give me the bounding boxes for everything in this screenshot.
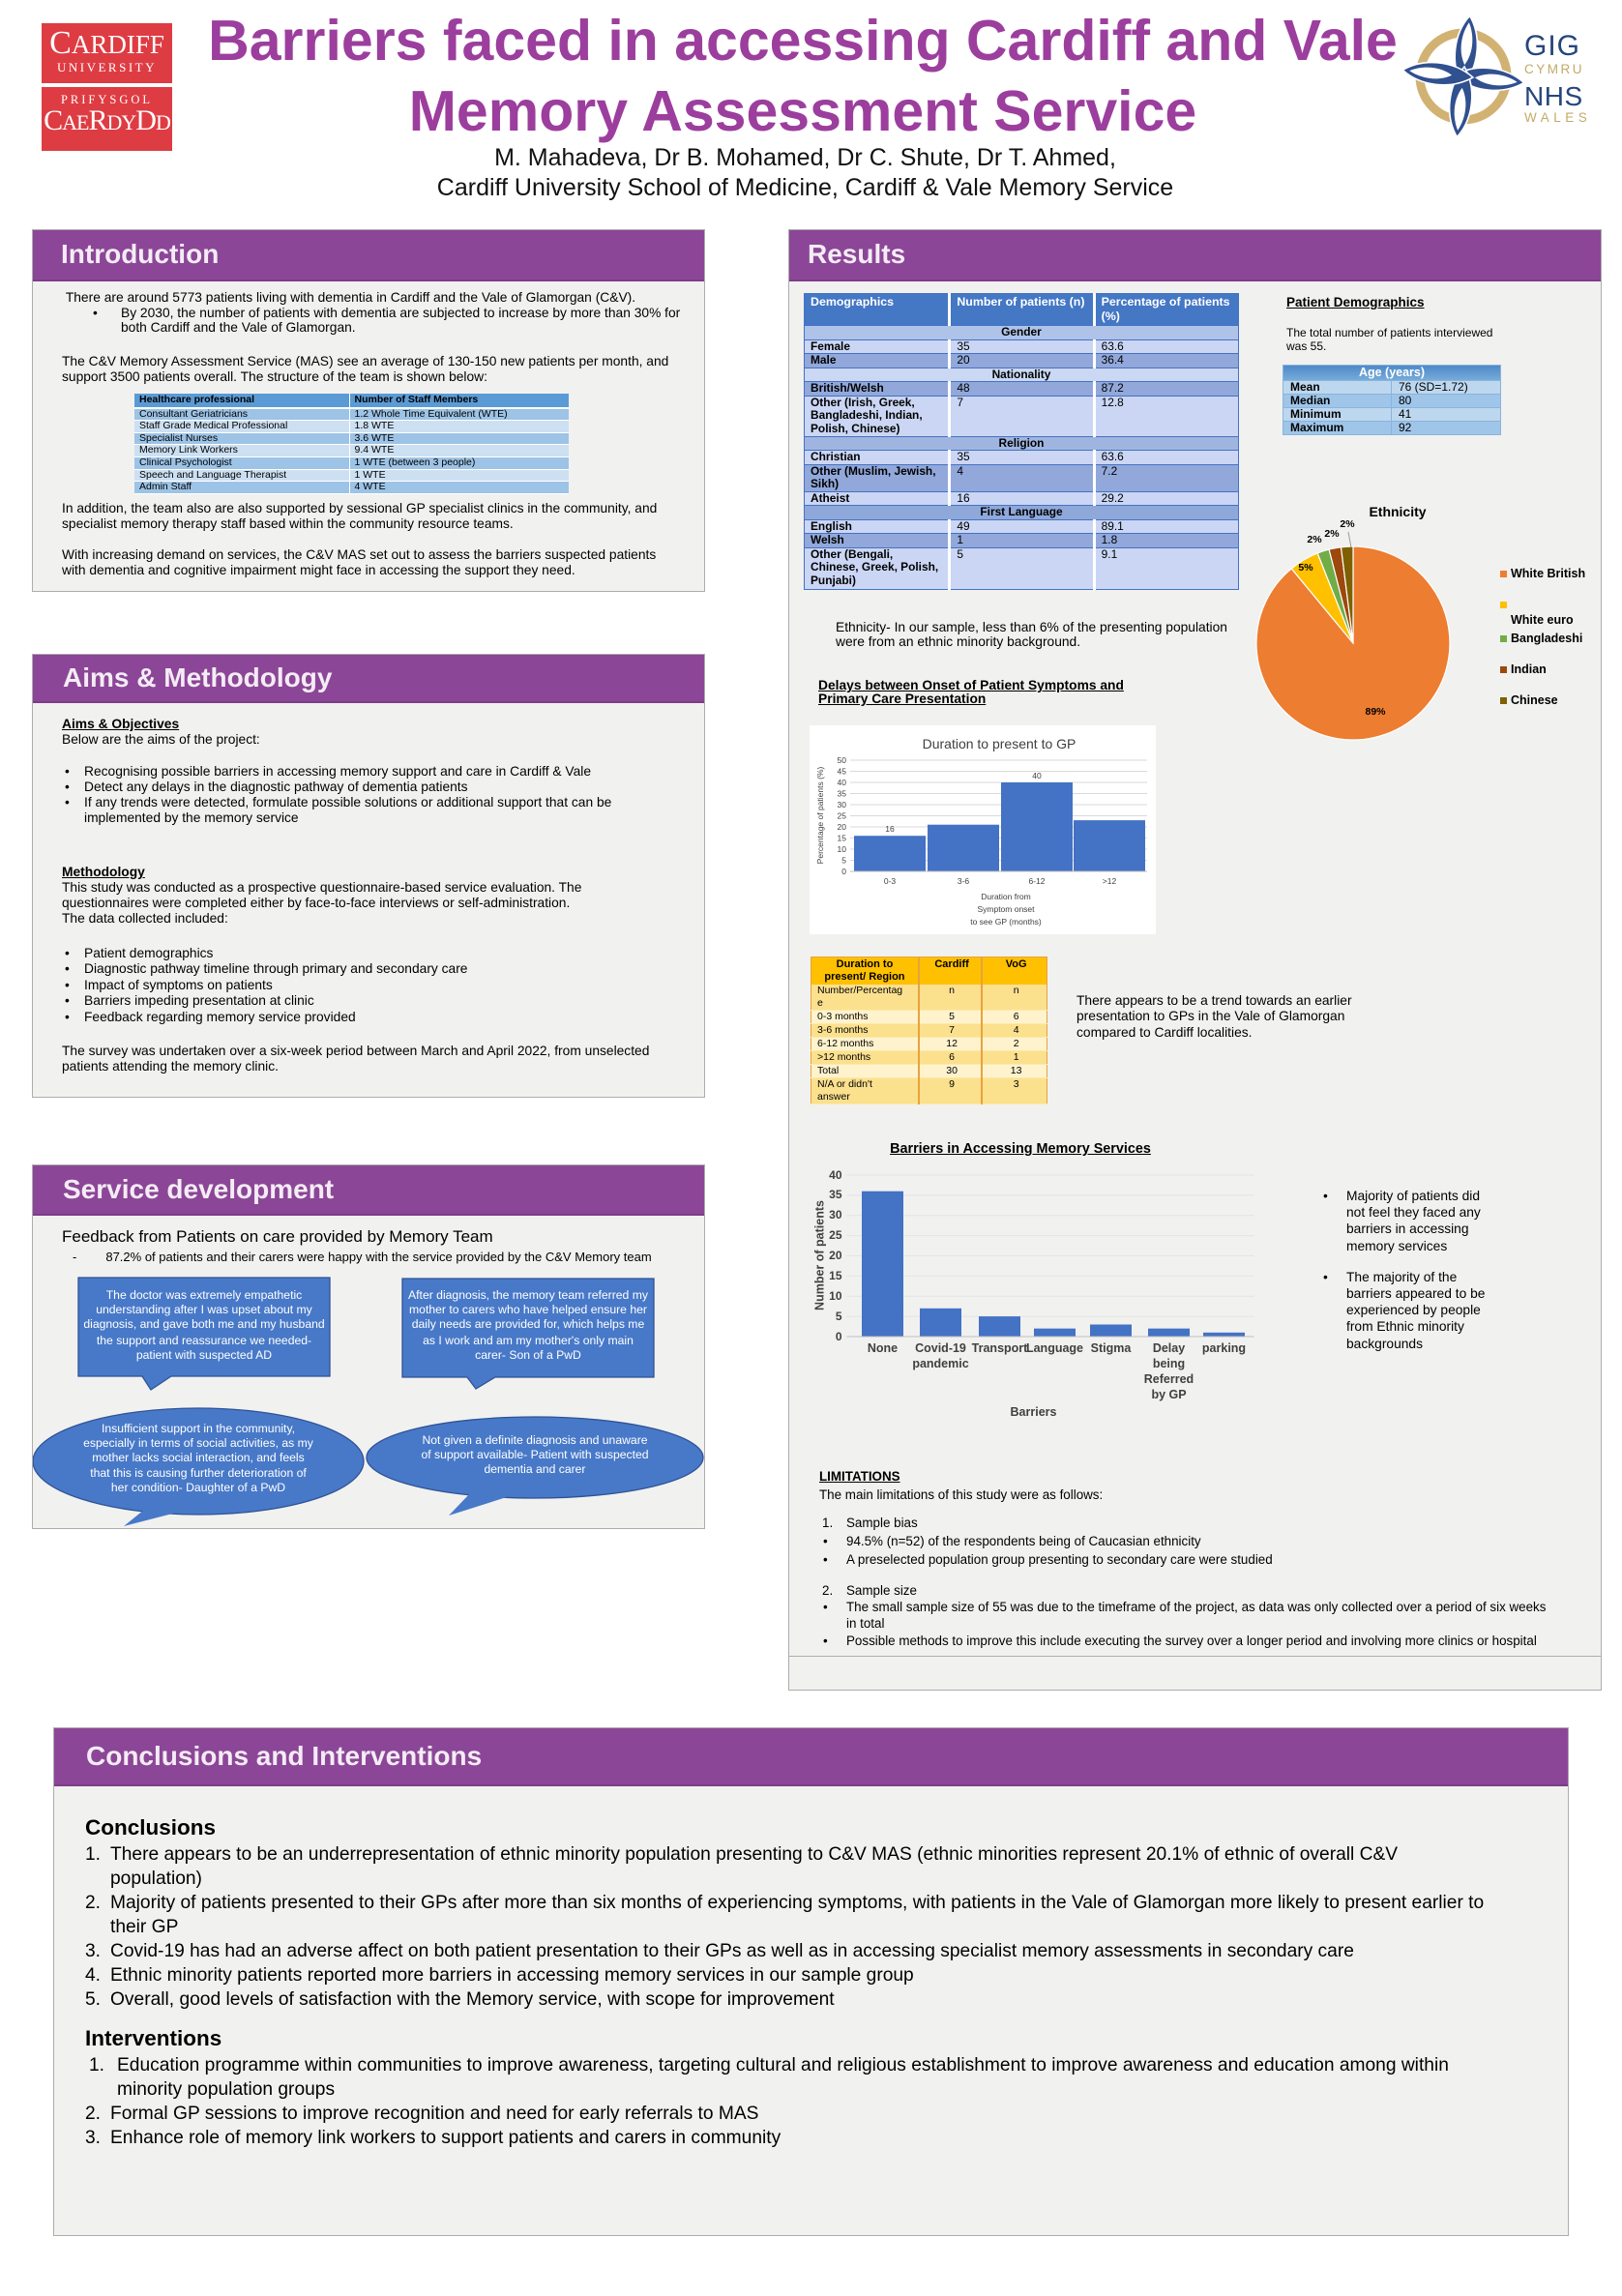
svg-text:GIG: GIG xyxy=(1524,30,1580,62)
svg-text:40: 40 xyxy=(838,778,847,787)
svg-text:25: 25 xyxy=(838,811,847,821)
svg-text:0-3: 0-3 xyxy=(884,876,897,886)
svg-text:50: 50 xyxy=(838,755,847,765)
svg-text:30: 30 xyxy=(829,1208,842,1222)
svg-text:2%: 2% xyxy=(1340,518,1355,530)
svg-text:as I work and am my mother's o: as I work and am my mother's only main xyxy=(423,1334,634,1347)
svg-text:NHS: NHS xyxy=(1524,81,1583,111)
svg-text:45: 45 xyxy=(838,767,847,777)
svg-text:None: None xyxy=(868,1341,898,1355)
svg-text:understanding after I was upse: understanding after I was upset about my xyxy=(96,1303,312,1316)
svg-text:30: 30 xyxy=(838,800,847,809)
svg-text:5: 5 xyxy=(836,1310,842,1323)
svg-text:0: 0 xyxy=(836,1330,842,1343)
svg-text:Transport: Transport xyxy=(972,1341,1028,1355)
svg-text:Insufficient support in the co: Insufficient support in the community, xyxy=(102,1422,295,1435)
svg-text:Stigma: Stigma xyxy=(1091,1341,1133,1355)
svg-text:her condition- Daughter of a P: her condition- Daughter of a PwD xyxy=(111,1481,285,1494)
svg-text:6-12: 6-12 xyxy=(1028,876,1045,886)
svg-text:40: 40 xyxy=(829,1168,842,1182)
svg-text:to see GP (months): to see GP (months) xyxy=(970,917,1042,927)
svg-text:dementia and carer: dementia and carer xyxy=(484,1462,585,1476)
svg-text:>12: >12 xyxy=(1103,876,1117,886)
svg-text:10: 10 xyxy=(829,1289,842,1303)
svg-text:diagnosis, and gave both me an: diagnosis, and gave both me and my husba… xyxy=(83,1317,324,1331)
svg-text:daily needs are provided for,: daily needs are provided for, which help… xyxy=(412,1317,645,1331)
svg-text:Language: Language xyxy=(1026,1341,1083,1355)
svg-text:Number of patients: Number of patients xyxy=(813,1200,827,1310)
svg-text:by GP: by GP xyxy=(1151,1388,1186,1401)
svg-text:After diagnosis, the memory te: After diagnosis, the memory team referre… xyxy=(408,1288,649,1302)
svg-text:16: 16 xyxy=(885,824,895,834)
svg-text:25: 25 xyxy=(829,1228,842,1242)
svg-text:WALES: WALES xyxy=(1524,110,1591,125)
svg-text:mother lacks social interactio: mother lacks social interaction, and fee… xyxy=(92,1451,304,1464)
svg-text:35: 35 xyxy=(838,789,847,799)
svg-text:especially in terms of social: especially in terms of social activities… xyxy=(83,1436,314,1450)
svg-text:20: 20 xyxy=(829,1249,842,1262)
svg-text:0: 0 xyxy=(841,867,846,876)
svg-text:3-6: 3-6 xyxy=(958,876,970,886)
svg-text:the support and reassurance we: the support and reassurance we needed- xyxy=(97,1334,311,1347)
svg-text:Barriers: Barriers xyxy=(1011,1405,1057,1419)
svg-text:parking: parking xyxy=(1202,1341,1246,1355)
svg-text:Not given a definite diagnosis: Not given a definite diagnosis and unawa… xyxy=(422,1433,647,1447)
svg-text:2%: 2% xyxy=(1307,534,1322,545)
svg-text:The doctor was extremely empat: The doctor was extremely empathetic xyxy=(106,1288,303,1302)
svg-text:Duration from: Duration from xyxy=(981,892,1031,901)
svg-text:Delay: Delay xyxy=(1153,1341,1185,1355)
svg-text:Symptom onset: Symptom onset xyxy=(977,904,1035,914)
svg-text:Percentage of patients (%): Percentage of patients (%) xyxy=(815,767,825,865)
svg-text:20: 20 xyxy=(838,822,847,832)
svg-text:5%: 5% xyxy=(1298,562,1313,574)
svg-text:15: 15 xyxy=(838,834,847,843)
svg-text:that this is causing further d: that this is causing further deteriorati… xyxy=(90,1466,307,1480)
svg-text:Referred: Referred xyxy=(1144,1372,1194,1386)
svg-text:35: 35 xyxy=(829,1188,842,1201)
svg-text:Duration to present to GP: Duration to present to GP xyxy=(923,736,1076,751)
svg-text:40: 40 xyxy=(1032,771,1042,780)
svg-text:89%: 89% xyxy=(1365,706,1386,718)
svg-text:15: 15 xyxy=(829,1269,842,1282)
svg-text:2%: 2% xyxy=(1324,528,1340,540)
svg-text:10: 10 xyxy=(838,844,847,854)
svg-text:Covid-19: Covid-19 xyxy=(915,1341,966,1355)
svg-text:being: being xyxy=(1153,1357,1185,1370)
svg-text:patient with suspected AD: patient with suspected AD xyxy=(136,1348,272,1362)
svg-text:5: 5 xyxy=(841,856,846,866)
svg-text:carer- Son of a PwD: carer- Son of a PwD xyxy=(475,1348,581,1362)
svg-text:mother to carers who have help: mother to carers who have helped ensure … xyxy=(409,1303,647,1316)
svg-text:CYMRU: CYMRU xyxy=(1524,62,1584,76)
svg-text:pandemic: pandemic xyxy=(912,1357,968,1370)
svg-text:of support available- Patient: of support available- Patient with suspe… xyxy=(421,1448,648,1461)
